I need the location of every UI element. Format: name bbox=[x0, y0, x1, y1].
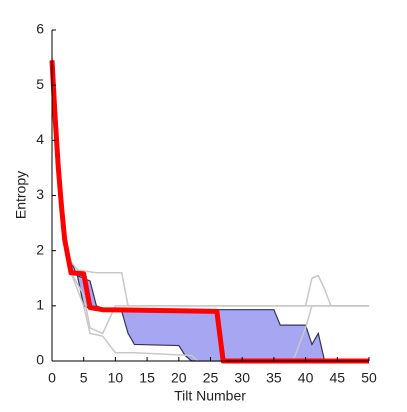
x-tick-label: 25 bbox=[203, 370, 219, 386]
x-tick-label: 20 bbox=[171, 370, 187, 386]
x-tick-label: 45 bbox=[330, 370, 346, 386]
y-tick-label: 2 bbox=[36, 241, 44, 257]
x-tick-label: 10 bbox=[108, 370, 124, 386]
x-tick-label: 5 bbox=[80, 370, 88, 386]
series-line bbox=[49, 60, 369, 364]
y-tick-label: 0 bbox=[36, 352, 44, 368]
y-tick-label: 1 bbox=[36, 297, 44, 313]
x-tick-label: 15 bbox=[139, 370, 155, 386]
x-tick-label: 40 bbox=[298, 370, 314, 386]
x-tick-label: 35 bbox=[266, 370, 282, 386]
x-tick-label: 30 bbox=[234, 370, 250, 386]
series-line bbox=[70, 272, 369, 362]
y-axis-label: Entropy bbox=[13, 171, 29, 219]
y-tick-label: 4 bbox=[36, 131, 44, 147]
y-tick-label: 6 bbox=[36, 21, 44, 37]
series-line bbox=[51, 57, 369, 307]
x-tick-label: 0 bbox=[48, 370, 56, 386]
y-tick-label: 5 bbox=[36, 76, 44, 92]
x-axis-label: Tilt Number bbox=[174, 388, 246, 404]
y-tick-label: 3 bbox=[36, 186, 44, 202]
x-tick-label: 50 bbox=[361, 370, 377, 386]
